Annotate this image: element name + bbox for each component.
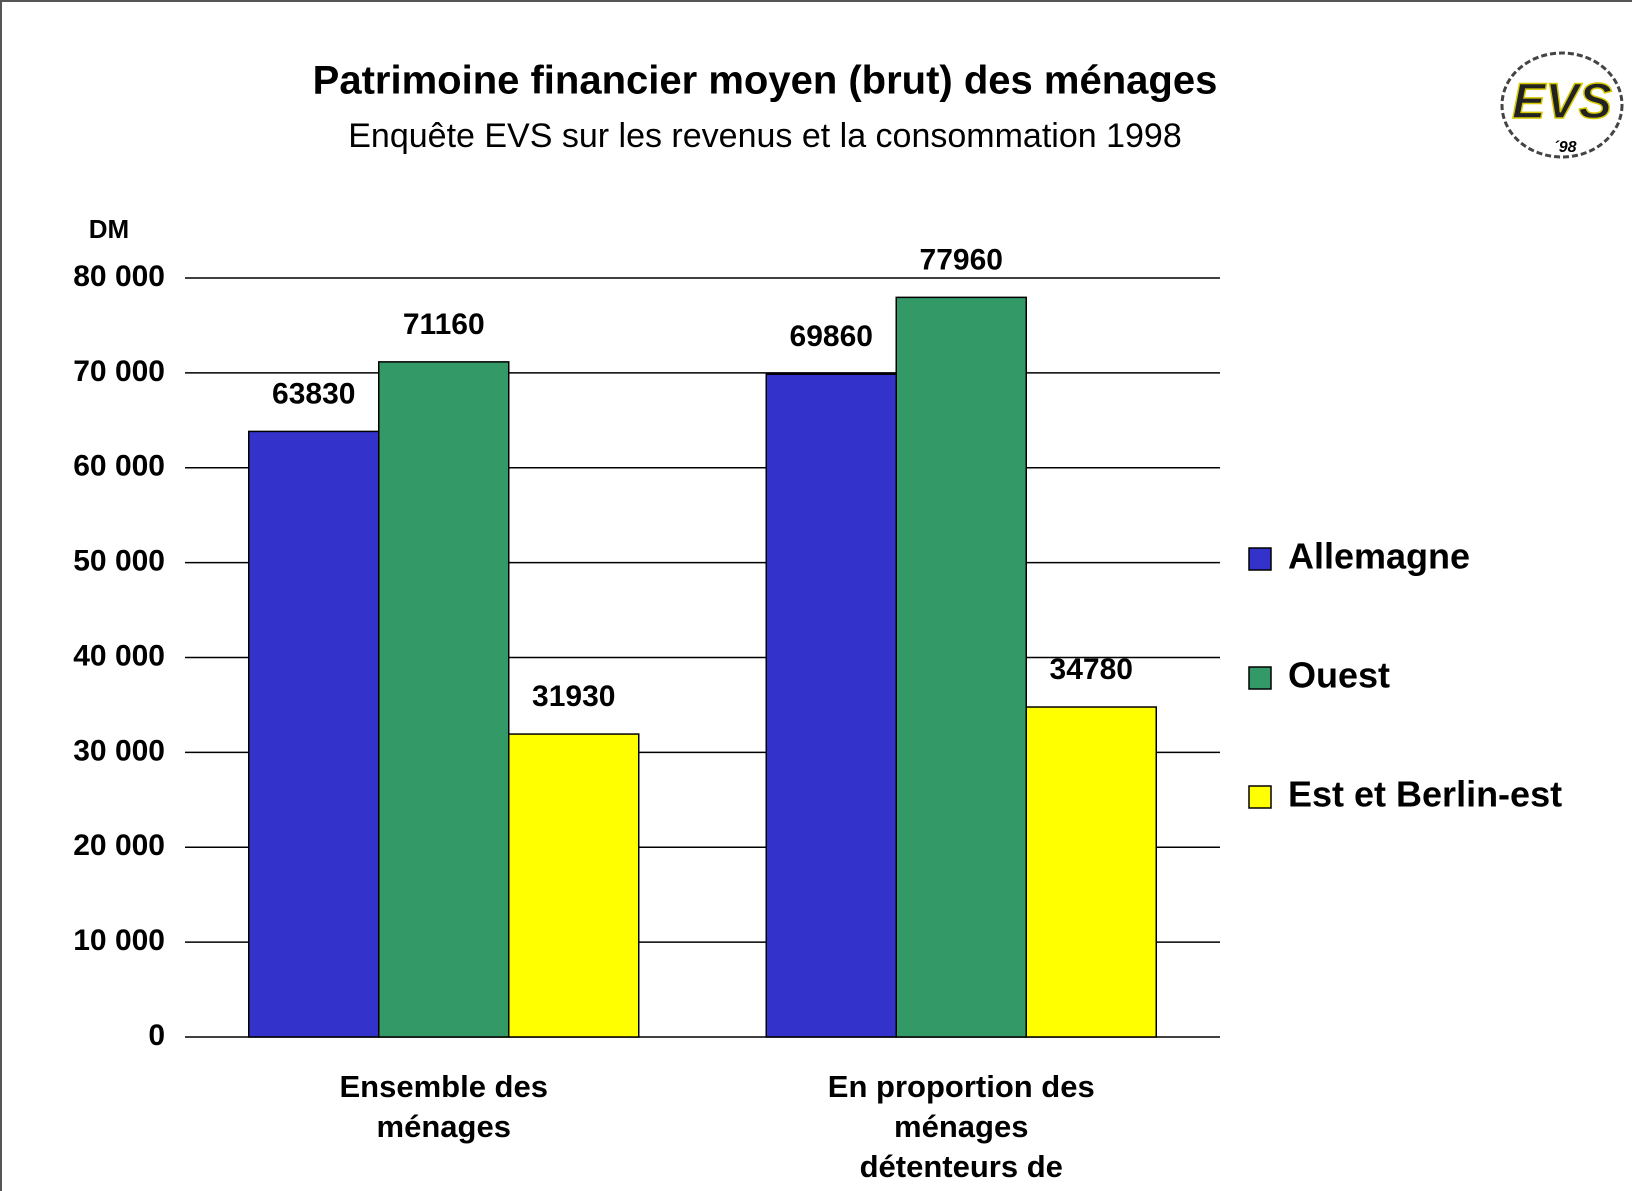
logo-year: ´98 [1553,139,1576,156]
bar [895,296,1027,1038]
value-label: 34780 [1050,653,1133,686]
y-axis-label: DM [89,214,129,244]
legend-label: Allemagne [1288,536,1470,577]
bar [1025,706,1157,1038]
value-label: 31930 [532,680,615,713]
logo: EVS ´98 [1500,51,1624,159]
y-tick-label: 30 000 [73,734,165,767]
chart-subtitle: Enquête EVS sur les revenus et la consom… [348,117,1181,155]
y-tick-label: 40 000 [73,639,165,672]
bar [248,430,380,1038]
bar [378,361,510,1038]
y-tick-label: 10 000 [73,924,165,957]
logo-text: EVS [1512,73,1612,129]
legend-swatch [1248,547,1272,571]
y-tick-label: 0 [148,1019,165,1052]
x-tick-label: Ensemble des ménages [339,1069,548,1144]
y-tick-label: 20 000 [73,829,165,862]
legend-label: Ouest [1288,655,1390,696]
chart-title: Patrimoine financier moyen (brut) des mé… [313,59,1218,103]
value-label: 69860 [790,320,873,353]
logo-ring [1500,51,1624,159]
legend-label: Est et Berlin-est [1288,774,1562,815]
value-label: 77960 [920,243,1003,276]
legend-swatch [1248,666,1272,690]
bar [765,373,897,1038]
y-tick-label: 50 000 [73,545,165,578]
y-tick-label: 80 000 [73,260,165,293]
x-tick-label: En proportion des ménages détenteurs de … [813,1069,1109,1191]
value-label: 63830 [272,377,355,410]
value-label: 71160 [403,308,485,341]
legend-swatch [1248,785,1272,809]
bar [508,733,640,1038]
y-tick-label: 60 000 [73,450,165,483]
y-tick-label: 70 000 [73,355,165,388]
